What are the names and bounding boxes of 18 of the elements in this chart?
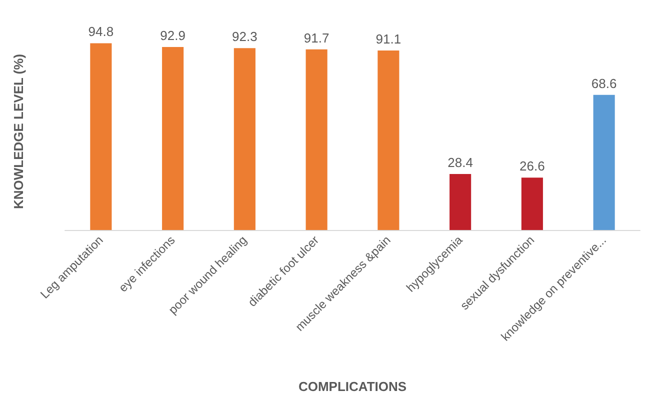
data-label: 91.7 bbox=[304, 30, 330, 46]
bar bbox=[162, 46, 184, 230]
data-label: 92.3 bbox=[232, 29, 258, 44]
data-label: 92.9 bbox=[160, 28, 186, 43]
y-axis-title: KNOWLEDGE LEVEL (%) bbox=[11, 54, 26, 210]
bar bbox=[234, 48, 256, 230]
data-label: 68.6 bbox=[591, 76, 617, 91]
bar bbox=[306, 49, 328, 230]
data-label: 28.4 bbox=[448, 155, 473, 170]
data-label: 94.8 bbox=[88, 24, 114, 40]
bar bbox=[378, 50, 400, 230]
data-label: 26.6 bbox=[520, 158, 545, 174]
x-axis-title: COMPLICATIONS bbox=[298, 379, 407, 394]
bar bbox=[521, 178, 543, 230]
bar bbox=[450, 174, 472, 230]
bar bbox=[593, 94, 615, 230]
data-label: 91.1 bbox=[376, 32, 402, 47]
bar bbox=[90, 43, 112, 230]
